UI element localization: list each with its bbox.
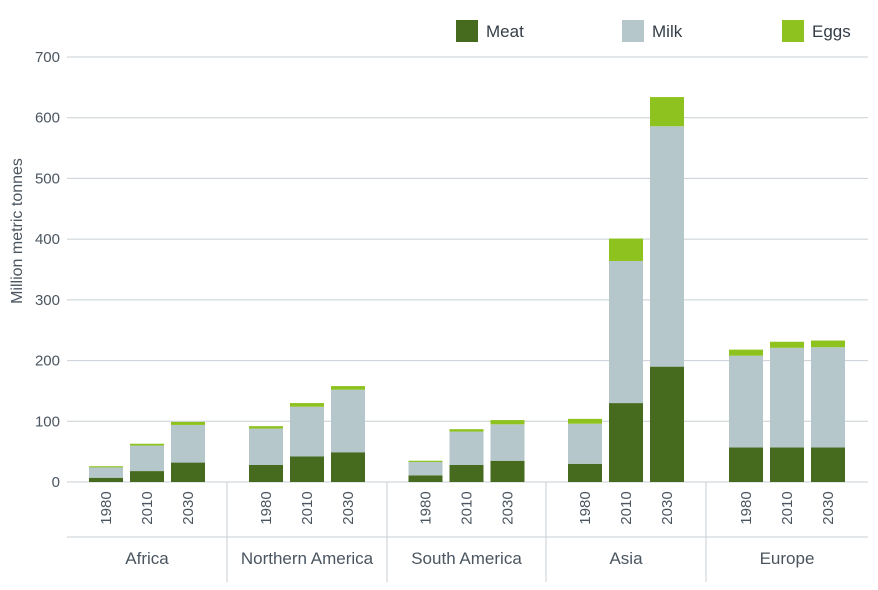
x-tick-label: 1980	[258, 491, 275, 524]
group-label: Africa	[125, 549, 169, 568]
y-tick-label: 600	[35, 110, 60, 127]
bars	[89, 97, 845, 482]
bar-asia-2030-milk	[650, 126, 684, 367]
bar-africa-2010-eggs	[130, 443, 164, 446]
bar-south-america-2030-meat	[490, 460, 525, 482]
bar-northern-america-1980-milk	[249, 428, 283, 465]
y-tick-label: 300	[35, 292, 60, 309]
bar-africa-1980-meat	[89, 477, 123, 482]
legend-swatch-milk	[622, 20, 644, 42]
bar-europe-1980-milk	[729, 355, 763, 448]
bar-south-america-2030-milk	[490, 424, 525, 461]
bar-asia-2030-eggs	[650, 97, 684, 127]
bar-europe-1980-meat	[729, 447, 763, 482]
y-tick-label: 200	[35, 353, 60, 370]
bar-south-america-2030-eggs	[490, 420, 525, 425]
legend-label-eggs: Eggs	[812, 22, 851, 41]
bar-asia-2010-eggs	[609, 238, 643, 261]
bar-africa-2030-milk	[171, 424, 205, 463]
bar-africa-1980-eggs	[89, 466, 123, 468]
bar-asia-2010-meat	[609, 403, 643, 482]
y-axis-title: Million metric tonnes	[9, 158, 26, 304]
bar-south-america-2010-meat	[449, 465, 484, 482]
group-label: Asia	[609, 549, 643, 568]
x-tick-label: 1980	[738, 491, 755, 524]
y-tick-label: 700	[35, 49, 60, 66]
bar-africa-2010-meat	[130, 471, 164, 482]
bar-africa-2010-milk	[130, 445, 164, 472]
x-tick-label: 2010	[618, 491, 635, 524]
group-label: Northern America	[241, 549, 374, 568]
y-axis-ticks: 0 100 200 300 400 500 600 700	[35, 49, 60, 491]
x-tick-label: 2010	[459, 491, 476, 524]
bar-africa-2030-meat	[171, 462, 205, 482]
bar-europe-2010-eggs	[770, 341, 804, 348]
bar-northern-america-2030-meat	[331, 452, 365, 482]
legend-swatch-meat	[456, 20, 478, 42]
bar-africa-2030-eggs	[171, 421, 205, 425]
legend-label-milk: Milk	[652, 22, 683, 41]
bar-south-america-2010-milk	[449, 431, 484, 465]
x-tick-label: 1980	[577, 491, 594, 524]
x-axis-groups: Africa Northern America South America Asia E…	[67, 482, 868, 582]
x-tick-label: 2010	[779, 491, 796, 524]
bar-south-america-1980-eggs	[408, 460, 443, 462]
group-label: South America	[411, 549, 522, 568]
legend-swatch-eggs	[782, 20, 804, 42]
y-tick-label: 100	[35, 413, 60, 430]
y-tick-label: 400	[35, 231, 60, 248]
bar-south-america-1980-meat	[408, 475, 443, 482]
bar-northern-america-2030-milk	[331, 389, 365, 453]
bar-asia-2030-meat	[650, 366, 684, 482]
bar-africa-1980-milk	[89, 467, 123, 478]
bar-south-america-1980-milk	[408, 461, 443, 476]
x-tick-label: 2010	[139, 491, 156, 524]
bar-south-america-2010-eggs	[449, 429, 484, 432]
bar-asia-1980-milk	[568, 423, 602, 464]
bar-europe-2010-milk	[770, 347, 804, 448]
x-axis-year-ticks: 1980 2010 2030 1980 2010 2030 1980 2010 2030 1980…	[98, 491, 837, 524]
bar-asia-2010-milk	[609, 261, 643, 404]
y-tick-label: 500	[35, 170, 60, 187]
y-tick-label: 0	[52, 474, 60, 491]
x-tick-label: 1980	[418, 491, 435, 524]
bar-northern-america-2010-eggs	[290, 403, 324, 407]
group-label: Europe	[760, 549, 815, 568]
bar-europe-2010-meat	[770, 447, 804, 482]
bar-europe-1980-eggs	[729, 349, 763, 356]
x-tick-label: 2030	[180, 491, 197, 524]
bar-europe-2030-meat	[811, 447, 845, 482]
bar-northern-america-2010-meat	[290, 456, 324, 482]
legend-label-meat: Meat	[486, 22, 524, 41]
legend: Meat Milk Eggs	[456, 20, 851, 42]
bar-asia-1980-eggs	[568, 418, 602, 424]
bar-asia-1980-meat	[568, 463, 602, 482]
bar-northern-america-1980-eggs	[249, 426, 283, 429]
bar-northern-america-2010-milk	[290, 406, 324, 457]
x-tick-label: 2030	[500, 491, 517, 524]
gridlines	[67, 56, 868, 483]
bar-europe-2030-eggs	[811, 340, 845, 348]
x-tick-label: 2030	[659, 491, 676, 524]
bar-northern-america-1980-meat	[249, 465, 283, 482]
bar-europe-2030-milk	[811, 347, 845, 448]
x-tick-label: 2010	[299, 491, 316, 524]
x-tick-label: 2030	[340, 491, 357, 524]
x-tick-label: 1980	[98, 491, 115, 524]
bar-northern-america-2030-eggs	[331, 386, 365, 390]
x-tick-label: 2030	[820, 491, 837, 524]
